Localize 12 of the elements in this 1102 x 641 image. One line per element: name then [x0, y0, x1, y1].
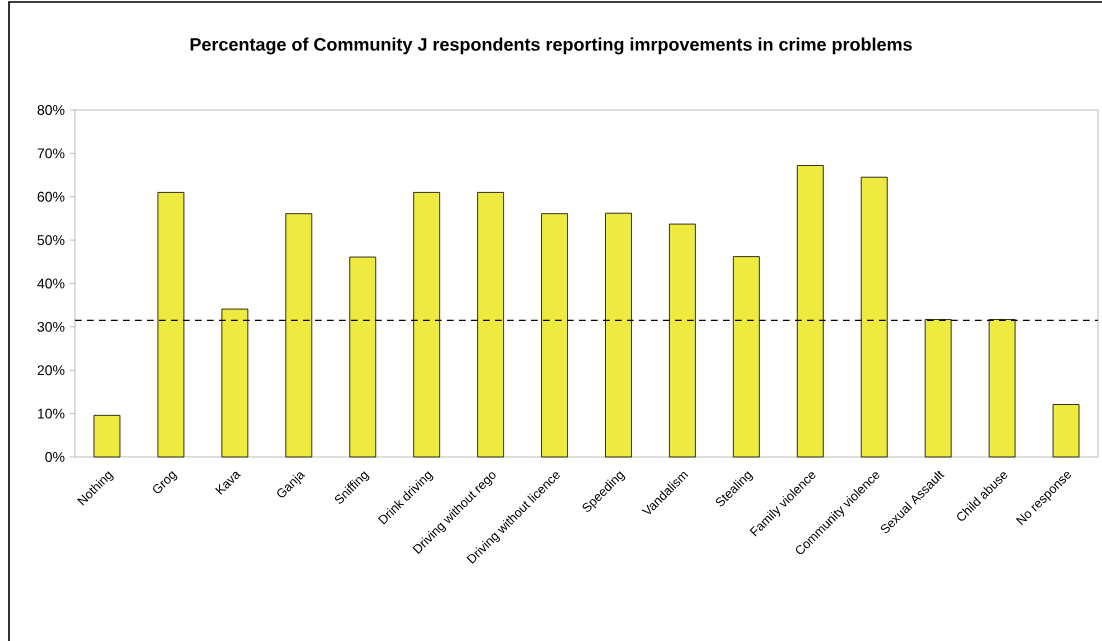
- bar: [1052, 404, 1080, 458]
- y-tick-label: 20%: [37, 365, 65, 376]
- y-tick-label: 40%: [37, 278, 65, 289]
- bar: [93, 414, 121, 458]
- chart-title: Percentage of Community J respondents reporting imrpovements in crime problems: [190, 37, 912, 55]
- y-tick-label: 10%: [38, 408, 65, 419]
- y-tick-label: 0%: [45, 452, 65, 462]
- y-tick-label: 30%: [37, 321, 65, 332]
- y-tick-label: 60%: [37, 191, 65, 202]
- y-tick-label: 70%: [37, 148, 65, 159]
- y-tick-label: 50%: [37, 235, 65, 246]
- y-tick-label: 80%: [37, 105, 65, 115]
